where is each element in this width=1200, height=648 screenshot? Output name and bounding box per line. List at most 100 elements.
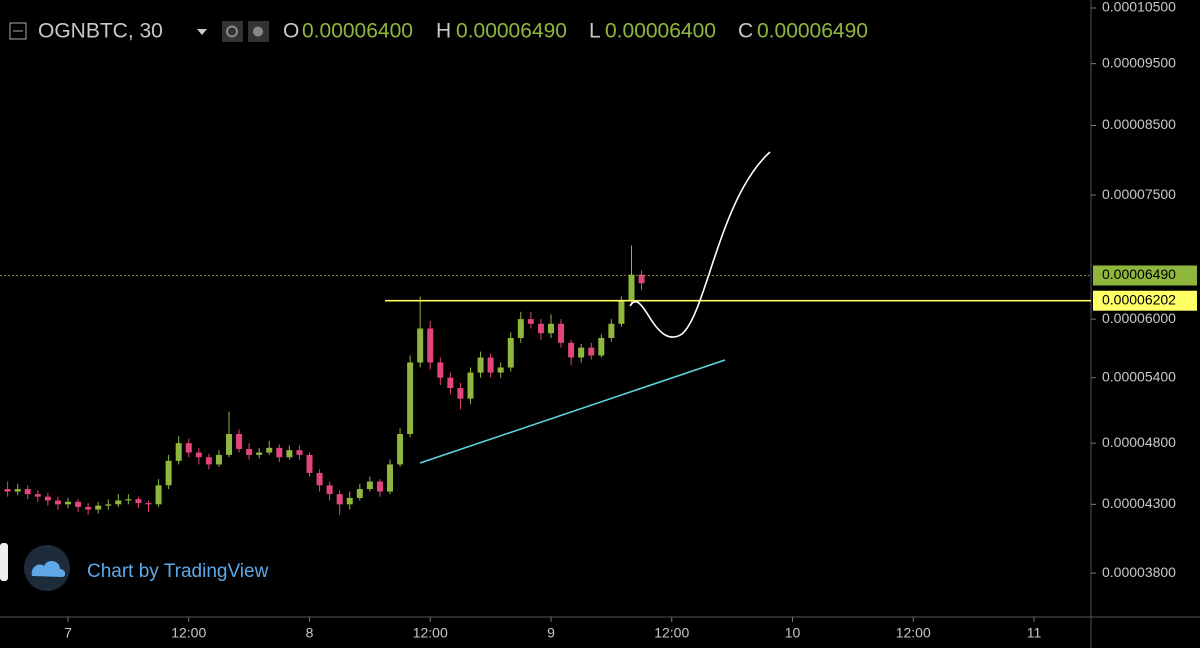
drawn-projection — [629, 151, 771, 338]
header: OGNBTC, 30 O 0.00006400 H 0.00006490 L 0… — [9, 20, 868, 43]
y-tick-label: 0.00004300 — [1102, 495, 1176, 511]
candle-body — [376, 481, 383, 492]
icon-button[interactable] — [222, 21, 243, 42]
candle-body — [407, 362, 414, 435]
candle-body — [628, 274, 635, 301]
price-label: 0.00006490 — [1102, 266, 1176, 282]
x-tick-label: 9 — [547, 625, 555, 641]
x-tick-label: 12:00 — [896, 625, 931, 641]
icon-glyph — [226, 25, 238, 38]
x-tick-label: 10 — [785, 625, 801, 641]
watermark-text[interactable]: Chart by TradingView — [87, 561, 269, 582]
candle-body — [105, 504, 112, 506]
candle-body — [65, 501, 71, 505]
plot — [0, 245, 1091, 515]
candle-body — [578, 347, 585, 358]
y-tick-label: 0.00005400 — [1102, 368, 1176, 384]
candle-body — [205, 457, 212, 465]
x-tick-label: 12:00 — [171, 625, 206, 641]
candle-body — [366, 481, 373, 490]
candle-body — [24, 489, 31, 495]
candle-body — [417, 328, 424, 363]
candle-body — [135, 499, 142, 504]
candle-body — [175, 443, 182, 461]
dropdown-caret[interactable] — [197, 29, 207, 35]
candle-body — [14, 489, 21, 492]
candle-body — [286, 450, 293, 458]
candle-body — [165, 460, 172, 486]
candle-body — [537, 323, 544, 334]
candle-body — [517, 319, 524, 338]
candle-body — [356, 489, 363, 498]
candle-body — [507, 337, 514, 368]
price-label: 0.00006202 — [1102, 291, 1176, 307]
candle-body — [346, 497, 353, 505]
candle-body — [115, 500, 122, 505]
ohlc-value: 0.00006400 — [302, 20, 413, 43]
x-tick-label: 12:00 — [654, 625, 689, 641]
candle-body — [467, 372, 474, 399]
y-tick-label: 0.00003800 — [1102, 564, 1176, 580]
candle-body — [487, 357, 494, 373]
trend-line — [419, 359, 726, 464]
collapse-icon[interactable] — [9, 22, 27, 40]
candle-body — [588, 347, 595, 356]
candle-body — [618, 300, 625, 324]
candle-body — [427, 328, 434, 363]
ohlc-key: H — [436, 20, 451, 43]
side-tab[interactable] — [0, 543, 8, 581]
candle-body — [477, 357, 484, 373]
candle-body — [598, 337, 605, 356]
y-axis: 0.00010500 0.00009500 0.00008500 0.00007500… — [1091, 0, 1197, 580]
y-tick-label: 0.00004800 — [1102, 434, 1176, 450]
candle-body — [447, 377, 454, 389]
candle-body — [145, 503, 152, 505]
candle-body — [397, 434, 404, 465]
candle-body — [215, 454, 222, 465]
y-tick-label: 0.00010500 — [1102, 0, 1176, 15]
candle-body — [548, 323, 554, 334]
candle-body — [226, 434, 232, 455]
candle-body — [336, 494, 343, 505]
ohlc-value: 0.00006400 — [605, 20, 716, 43]
symbol[interactable]: OGNBTC, 30 — [38, 20, 163, 43]
candle-body — [85, 506, 92, 510]
ohlc-key: L — [589, 20, 601, 43]
icon-glyph — [253, 26, 263, 37]
candle-body — [638, 274, 645, 284]
x-tick-label: 11 — [1027, 625, 1042, 641]
ohlc-key: O — [283, 20, 299, 43]
candle-body — [195, 452, 202, 458]
candle-body — [608, 323, 615, 338]
candle-body — [437, 362, 444, 378]
candle-body — [276, 447, 283, 458]
y-tick-label: 0.00008500 — [1102, 116, 1176, 132]
candle-body — [306, 454, 313, 473]
candle-body — [527, 319, 534, 324]
candle-body — [568, 342, 575, 358]
price-label-box — [1093, 290, 1197, 311]
candle-body — [44, 496, 51, 501]
x-tick-label: 8 — [306, 625, 314, 641]
y-tick-label: 0.00006000 — [1102, 310, 1176, 326]
y-tick-label: 0.00007500 — [1102, 186, 1176, 202]
ohlc-value: 0.00006490 — [456, 20, 567, 43]
candle-body — [54, 500, 61, 505]
candle-body — [457, 388, 464, 399]
candle-body — [34, 494, 41, 497]
logo-cloud — [31, 560, 66, 577]
x-tick-label: 7 — [64, 625, 72, 641]
y-tick-label: 0.00009500 — [1102, 54, 1176, 70]
candle-body — [4, 489, 11, 492]
price-label-box — [1093, 265, 1197, 286]
ohlc-value: 0.00006490 — [757, 20, 868, 43]
candle-body — [246, 449, 253, 455]
candle-body — [256, 452, 263, 455]
candle-body — [326, 485, 333, 495]
candle-body — [95, 505, 102, 510]
candle-body — [236, 434, 243, 450]
watermark: Chart by TradingView — [0, 543, 269, 591]
